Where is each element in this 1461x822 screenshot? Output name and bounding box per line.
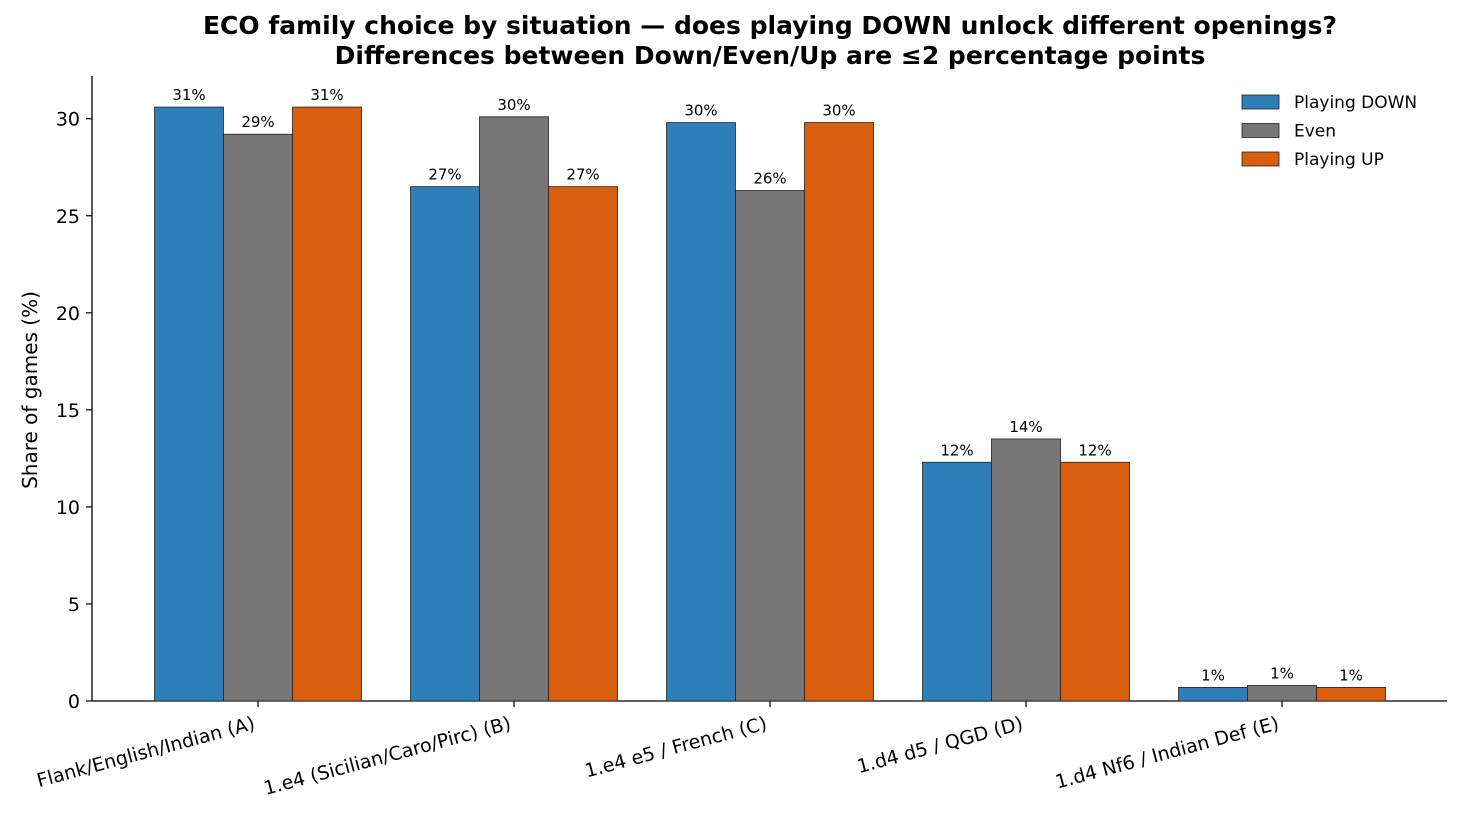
bar xyxy=(1060,461,1130,702)
y-tick-label: 20 xyxy=(56,303,80,325)
y-tick-label: 25 xyxy=(56,206,80,228)
bar-value-label: 1% xyxy=(1201,666,1225,684)
y-tick-label: 30 xyxy=(56,109,80,131)
legend: Playing DOWN Even Playing UP xyxy=(1241,93,1417,170)
legend-label: Playing UP xyxy=(1294,150,1384,170)
bar xyxy=(154,106,224,702)
bar-value-label: 12% xyxy=(940,441,973,459)
x-tick-label: 1.d4 d5 / QGD (D) xyxy=(855,713,1026,778)
bar-value-label: 30% xyxy=(822,102,855,120)
legend-swatch xyxy=(1241,94,1280,110)
bar-value-label: 29% xyxy=(241,113,274,131)
y-axis-label: Share of games (%) xyxy=(18,291,42,489)
bar xyxy=(991,438,1061,702)
bar-value-label: 1% xyxy=(1339,666,1363,684)
bar xyxy=(1247,685,1317,702)
bar-value-label: 31% xyxy=(310,86,343,104)
bar xyxy=(804,122,874,702)
bar-value-label: 27% xyxy=(428,166,461,184)
bar-value-label: 27% xyxy=(566,166,599,184)
x-tick-label: 1.e4 (Sicilian/Caro/Pirc) (B) xyxy=(261,713,513,800)
chart-subtitle: Differences between Down/Even/Up are ≤2 … xyxy=(335,41,1206,70)
bar xyxy=(922,461,992,702)
bar xyxy=(1316,687,1386,702)
bar xyxy=(223,133,293,702)
chart-title: ECO family choice by situation — does pl… xyxy=(203,11,1337,40)
x-tick-label: Flank/English/Indian (A) xyxy=(34,713,257,792)
bar-value-label: 30% xyxy=(684,102,717,120)
bar-value-label: 30% xyxy=(497,96,530,114)
bar xyxy=(1178,687,1248,702)
bar-value-label: 1% xyxy=(1270,664,1294,682)
plot-area: 0 5 10 15 20 25 30 31% 29% 31% Flank/English/India… xyxy=(34,76,1447,800)
bar xyxy=(735,190,805,702)
bar xyxy=(479,116,549,702)
y-tick-label: 15 xyxy=(56,400,80,422)
bar-value-label: 26% xyxy=(753,170,786,188)
y-tick-label: 10 xyxy=(56,497,80,519)
bar-value-label: 31% xyxy=(172,86,205,104)
bar xyxy=(548,186,618,702)
x-tick-label: 1.d4 Nf6 / Indian Def (E) xyxy=(1053,713,1281,794)
y-tick-label: 5 xyxy=(68,594,80,616)
y-tick-label: 0 xyxy=(68,691,80,713)
bar xyxy=(666,122,736,702)
bar-value-label: 12% xyxy=(1078,441,1111,459)
legend-swatch xyxy=(1241,123,1280,138)
bar-value-label: 14% xyxy=(1009,418,1042,436)
bar xyxy=(410,186,480,702)
bar xyxy=(292,106,362,702)
legend-label: Even xyxy=(1294,122,1336,142)
legend-swatch xyxy=(1241,151,1280,167)
legend-label: Playing DOWN xyxy=(1294,93,1417,113)
x-tick-label: 1.e4 e5 / French (C) xyxy=(582,713,769,783)
